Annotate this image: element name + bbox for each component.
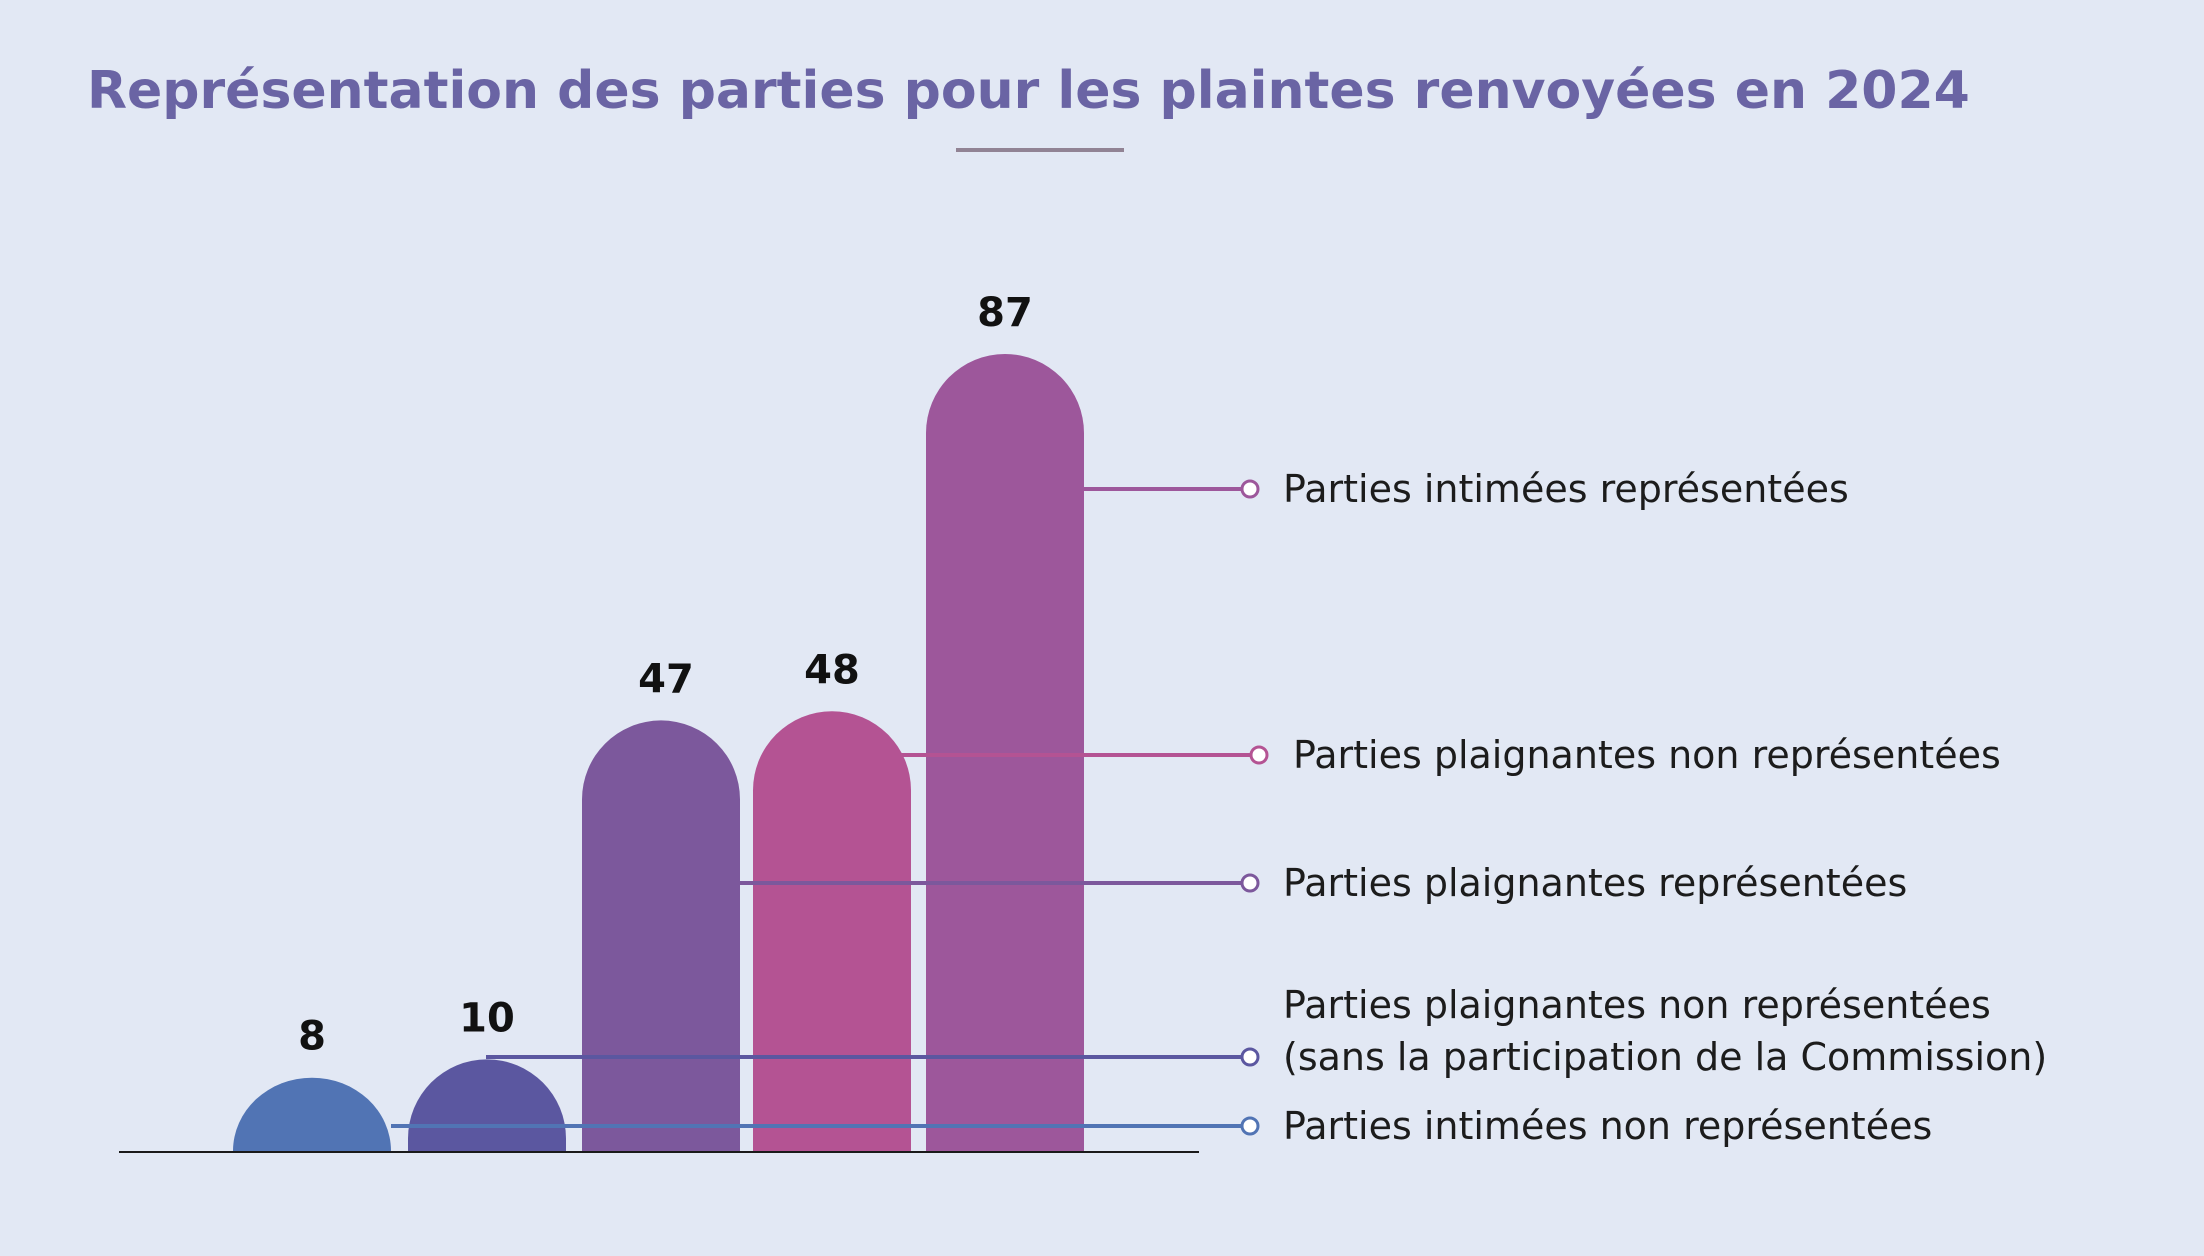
legend-label: Parties intimées représentées <box>1283 467 1849 511</box>
bar-2 <box>408 1059 566 1151</box>
legend-label: Parties intimées non représentées <box>1283 1104 1932 1148</box>
legend-label: Parties plaignantes représentées <box>1283 861 1907 905</box>
data-label: 48 <box>804 647 860 693</box>
data-label: 8 <box>298 1014 326 1060</box>
bar-1 <box>233 1077 391 1151</box>
legend-label: Parties plaignantes non représentées <box>1293 733 2001 777</box>
legend-label: Parties plaignantes non représentées <box>1283 983 1991 1027</box>
leader-dot <box>1240 873 1260 893</box>
bar-5 <box>926 354 1084 1151</box>
leader-dot <box>1240 1116 1260 1136</box>
leader-dot <box>1240 1047 1260 1067</box>
chart-title: Représentation des parties pour les plai… <box>87 61 1970 121</box>
data-label: 10 <box>459 995 515 1041</box>
bar-4 <box>753 711 911 1151</box>
legend-label: (sans la participation de la Commission) <box>1283 1035 2047 1079</box>
leader-dot <box>1249 745 1269 765</box>
data-label: 87 <box>977 290 1033 336</box>
bar-3 <box>582 720 740 1151</box>
leader-dot <box>1240 479 1260 499</box>
data-label: 47 <box>638 656 694 702</box>
